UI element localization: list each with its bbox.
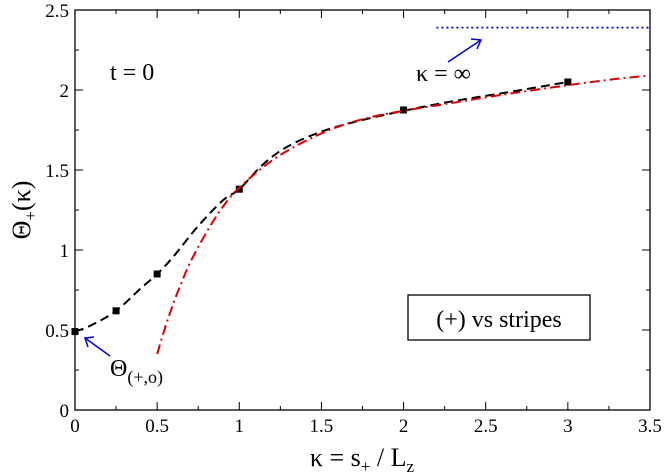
y-tick-label: 0.5 <box>45 321 69 342</box>
legend-box-text: (+) vs stripes <box>436 307 562 333</box>
svg-text:Θ+(κ): Θ+(κ) <box>7 181 40 240</box>
x-tick-label: 1.5 <box>310 416 334 437</box>
dash-dot-series-line <box>156 74 651 355</box>
data-point-marker <box>153 270 161 278</box>
x-tick-label: 2 <box>399 416 409 437</box>
ticks-layer: 0 0.5 1 1.5 2 2.5 3 3.5 0 0.5 1 1.5 2 2.5 <box>45 1 662 437</box>
data-point-marker <box>235 185 243 193</box>
x-tick-label: 1 <box>235 416 245 437</box>
plot-frame <box>74 9 651 411</box>
x-tick-label: 0.5 <box>145 416 169 437</box>
kappa-infinity-arrow <box>447 39 482 63</box>
y-tick-label: 2.5 <box>45 1 69 22</box>
theta-arrowhead <box>83 336 95 348</box>
x-tick-label: 0 <box>70 416 80 437</box>
x-tick-label: 3.5 <box>638 416 662 437</box>
y-tick-label: 2 <box>60 81 70 102</box>
time-label: t = 0 <box>110 60 154 86</box>
kappa-infinity-label: κ = ∞ <box>416 61 471 87</box>
theta-label: Θ(+,o) <box>110 356 163 388</box>
y-axis-label: Θ+(κ) <box>7 181 40 240</box>
y-tick-label: 1 <box>60 241 70 262</box>
data-point-marker <box>112 307 120 315</box>
x-tick-label: 3 <box>563 416 573 437</box>
theta-arrow <box>84 337 111 357</box>
y-tick-label: 0 <box>60 401 70 422</box>
x-axis-label: κ = s+ / Lz <box>310 443 415 475</box>
kappa-infinity-arrowhead <box>470 38 483 50</box>
y-tick-label: 1.5 <box>45 161 69 182</box>
data-point-marker <box>564 78 572 86</box>
x-tick-label: 2.5 <box>474 416 498 437</box>
dashed-series-line <box>74 81 569 333</box>
data-point-marker <box>400 106 408 114</box>
legend-box <box>407 294 591 341</box>
